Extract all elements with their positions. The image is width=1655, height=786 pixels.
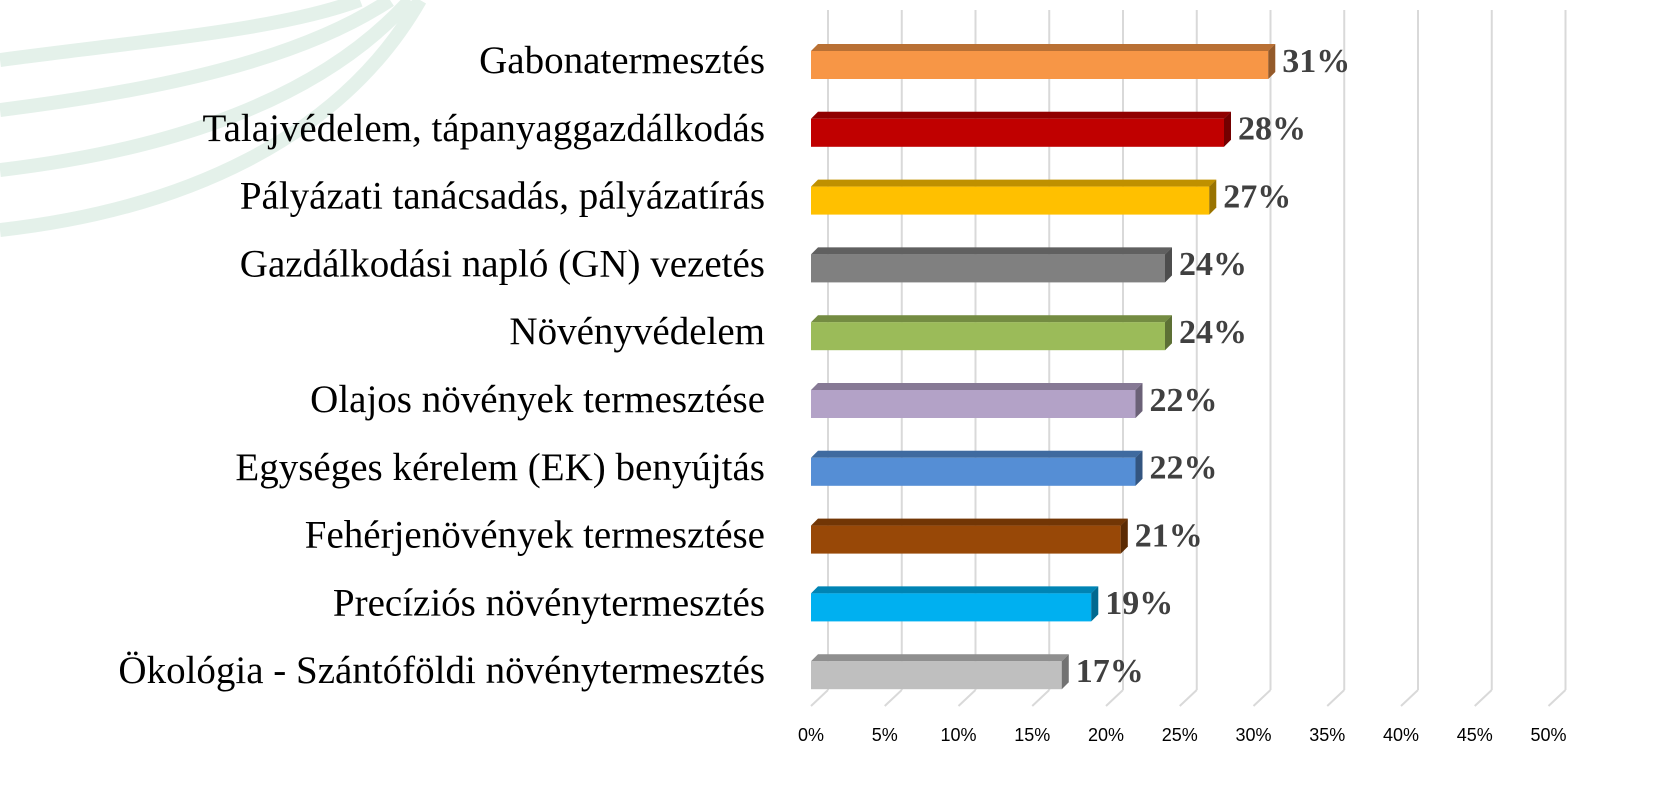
bar-top-shade	[811, 383, 1143, 390]
bar-top-shade	[811, 247, 1172, 255]
bar-side-shade	[1135, 450, 1143, 486]
data-label: 17%	[1076, 653, 1144, 690]
bar-top-shade	[811, 450, 1143, 458]
bar	[811, 118, 1224, 147]
grid-line-floor	[1474, 689, 1493, 707]
bar-top	[811, 315, 1172, 323]
data-label: 24%	[1179, 314, 1247, 351]
bar-top-shade	[811, 111, 1231, 119]
data-label: 22%	[1150, 382, 1218, 419]
bar-side	[1165, 247, 1172, 283]
category-label: Gazdálkodási napló (GN) vezetés	[240, 242, 765, 285]
x-tick-label: 15%	[1014, 725, 1050, 745]
grid-line-floor	[884, 689, 903, 707]
x-tick-label: 50%	[1530, 725, 1566, 745]
bar-side	[1120, 518, 1128, 554]
bar-side-shade	[1224, 111, 1231, 147]
bar-top	[811, 179, 1217, 187]
bar	[811, 254, 1165, 283]
category-label: Fehérjenövények termesztése	[305, 514, 765, 557]
background-decoration	[0, 0, 427, 237]
grid-line-floor	[810, 689, 829, 707]
bar-side	[1268, 44, 1276, 79]
decor-curve	[0, 0, 363, 67]
bar	[811, 457, 1136, 486]
bar-side	[1061, 654, 1069, 690]
bar-side	[1135, 450, 1143, 486]
bar-top-shade	[811, 518, 1128, 526]
bar-side-shade	[1209, 179, 1217, 215]
category-label: Precíziós növénytermesztés	[333, 581, 765, 624]
category-label: Egységes kérelem (EK) benyújtás	[235, 446, 765, 489]
bar-top	[811, 383, 1143, 390]
bar-side-shade	[1268, 44, 1276, 79]
data-label: 28%	[1238, 111, 1306, 148]
bar-side-shade	[1165, 247, 1172, 283]
bar-top-shade	[811, 586, 1099, 594]
x-tick-label: 20%	[1088, 725, 1124, 745]
category-label: Pályázati tanácsadás, pályázatírás	[240, 175, 765, 218]
bar-side-shade	[1091, 586, 1099, 622]
bar-side	[1224, 111, 1231, 147]
x-tick-label: 35%	[1309, 725, 1345, 745]
x-tick-label: 0%	[798, 725, 824, 745]
x-tick-label: 25%	[1162, 725, 1198, 745]
x-tick-label: 5%	[872, 725, 898, 745]
data-label: 31%	[1282, 43, 1350, 80]
grid-line-floor	[1547, 689, 1567, 707]
bar-side	[1209, 179, 1217, 215]
grid-line-floor	[1179, 689, 1198, 707]
bar-top	[811, 111, 1231, 119]
bar-top	[811, 518, 1128, 526]
data-label: 24%	[1179, 246, 1247, 283]
bar-top	[811, 654, 1069, 662]
grid-line-floor	[1031, 689, 1050, 707]
data-label: 19%	[1105, 585, 1173, 622]
category-label: Talajvédelem, tápanyaggazdálkodás	[202, 107, 765, 150]
grid-line-floor	[1326, 689, 1345, 707]
bar	[811, 525, 1121, 554]
bar-top	[811, 586, 1099, 594]
bar-side-shade	[1120, 518, 1128, 554]
grid-line-floor	[1252, 689, 1272, 707]
bar-top-shade	[811, 315, 1172, 323]
bar	[811, 593, 1092, 622]
category-label: Ökológia - Szántóföldi növénytermesztés	[118, 649, 765, 692]
bar	[811, 186, 1210, 215]
bar-side	[1091, 586, 1099, 622]
bar-side-shade	[1135, 383, 1143, 418]
x-tick-label: 40%	[1383, 725, 1419, 745]
data-label: 22%	[1150, 450, 1218, 487]
data-label: 21%	[1135, 517, 1203, 554]
data-label: 27%	[1223, 178, 1291, 215]
category-label: Olajos növények termesztése	[310, 378, 765, 421]
grid-line-floor	[957, 689, 977, 707]
decor-curve	[0, 0, 394, 117]
x-tick-label: 10%	[940, 725, 976, 745]
bar-top-shade	[811, 654, 1069, 662]
category-label: Gabonatermesztés	[479, 39, 765, 82]
bar-top-shade	[811, 179, 1217, 187]
bar	[811, 390, 1136, 418]
bar	[811, 661, 1062, 690]
bar-top	[811, 247, 1172, 255]
decor-curve	[0, 0, 427, 237]
x-tick-label: 30%	[1235, 725, 1271, 745]
category-label: Növényvédelem	[509, 310, 765, 353]
x-tick-label: 45%	[1457, 725, 1493, 745]
bar-top-shade	[811, 44, 1276, 51]
grid-line-floor	[1400, 689, 1419, 707]
bar-top	[811, 44, 1276, 51]
grid-line-floor	[1105, 689, 1124, 707]
bar-side-shade	[1061, 654, 1069, 690]
bar-side-shade	[1165, 315, 1172, 351]
bar-top	[811, 450, 1143, 458]
bar	[811, 51, 1269, 79]
bar-side	[1165, 315, 1172, 351]
bar	[811, 322, 1165, 351]
bar-side	[1135, 383, 1143, 418]
decor-curve	[0, 0, 416, 177]
